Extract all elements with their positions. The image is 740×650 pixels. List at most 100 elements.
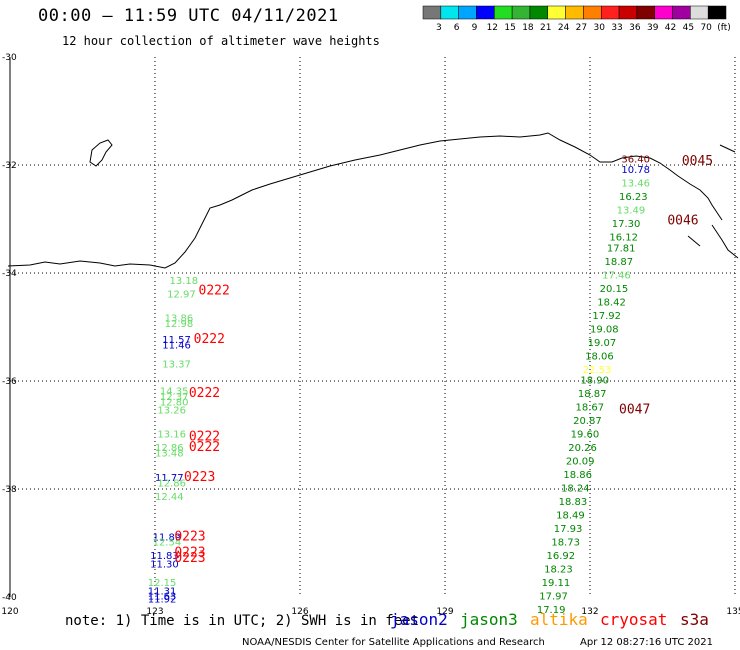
lat-tick-label: -36 <box>2 377 17 387</box>
colorbar-label: 27 <box>576 23 587 33</box>
colorbar-label: 70 <box>700 23 712 33</box>
pass-time-label: 0222 <box>189 386 220 401</box>
colorbar-legend: 3 6 9 12 15 18 21 24 27 30 33 36 39 42 45 70 (ft) <box>422 5 731 33</box>
wave-height-value: 18.86 <box>563 470 592 481</box>
colorbar-swatch <box>422 5 442 20</box>
wave-height-value: 16.92 <box>547 551 576 562</box>
colorbar-swatch <box>672 5 691 20</box>
pass-time-label: 0223 <box>174 546 205 561</box>
wave-height-value: 17.19 <box>537 605 566 616</box>
colorbar-swatch <box>618 5 638 20</box>
colorbar-label: 45 <box>683 23 694 33</box>
colorbar-label: 21 <box>540 23 551 33</box>
wave-height-value: 18.06 <box>585 351 614 362</box>
wave-height-value: 11.46 <box>162 341 191 352</box>
coastline <box>7 132 723 269</box>
lon-tick-label: 120 <box>1 607 18 617</box>
pass-time-label: 0045 <box>682 154 713 169</box>
wave-height-value: 13.16 <box>157 430 186 441</box>
colorbar-swatch <box>476 5 495 20</box>
wave-height-value: 13.49 <box>617 206 646 217</box>
pass-time-label: 0222 <box>199 284 230 299</box>
wave-height-value: 10.78 <box>621 165 650 176</box>
page-subtitle: 12 hour collection of altimeter wave hei… <box>62 34 380 48</box>
colorbar-label: 24 <box>558 23 570 33</box>
colorbar-label: 30 <box>594 23 606 33</box>
legend-jason2: jason2 <box>390 610 448 629</box>
wave-height-value: 12.98 <box>165 319 194 330</box>
wave-height-value: 20.26 <box>568 443 597 454</box>
colorbar-label: 3 <box>436 23 442 33</box>
lon-tick-label: 126 <box>291 607 308 617</box>
legend-jason3: jason3 <box>460 610 518 629</box>
wave-height-value: 13.37 <box>162 360 191 371</box>
colorbar-label: 33 <box>611 23 622 33</box>
lat-tick-label: -30 <box>2 53 17 63</box>
wave-height-value: 11.31 <box>148 586 177 597</box>
wave-height-value: 17.97 <box>539 592 568 603</box>
wave-height-value: 11.89 <box>153 532 182 543</box>
pass-time-label: 0223 <box>174 551 205 566</box>
wave-height-value: 12.86 <box>155 443 184 454</box>
colorbar-swatch <box>511 5 531 20</box>
wave-height-value: 18.87 <box>578 389 607 400</box>
wave-height-value: 13.26 <box>157 405 186 416</box>
colorbar-label: 39 <box>647 23 659 33</box>
lon-tick-label: 132 <box>581 607 598 617</box>
lat-tick-label: -34 <box>2 269 17 279</box>
wave-height-value: 11.77 <box>155 473 184 484</box>
wave-height-value: 12.44 <box>155 492 184 503</box>
lat-tick-label: -38 <box>2 485 17 495</box>
wave-height-value: 18.24 <box>561 484 590 495</box>
wave-height-value: 18.90 <box>580 376 609 387</box>
wave-height-value: 18.83 <box>559 497 588 508</box>
wave-height-value: 12.54 <box>153 538 182 549</box>
wave-height-value: 17.30 <box>612 219 641 230</box>
colorbar-swatch <box>547 5 566 20</box>
wave-height-value: 20.09 <box>566 457 595 468</box>
wave-height-value: 17.92 <box>592 311 621 322</box>
colorbar-label: 9 <box>472 23 478 33</box>
graticule-grid: 120 123 126 129 132 135 -30 -32 -34 -36 -38 -40 <box>1 53 740 617</box>
colorbar-label: 6 <box>454 23 460 33</box>
colorbar-swatch <box>583 5 602 20</box>
wave-height-value: 18.87 <box>605 257 634 268</box>
colorbar-swatch <box>636 5 655 20</box>
wave-height-value: 13.48 <box>155 449 184 460</box>
wave-height-value: 11.57 <box>162 335 191 346</box>
island-coastline <box>89 139 113 167</box>
lon-tick-label: 129 <box>436 607 453 617</box>
colorbar-label: 12 <box>487 23 498 33</box>
wave-height-value: 12.15 <box>148 578 177 589</box>
colorbar-swatch <box>600 5 620 20</box>
wave-height-value: 11.92 <box>148 594 177 605</box>
wave-height-value: 19.11 <box>542 578 571 589</box>
colorbar-label: (ft) <box>717 23 731 33</box>
legend-altika: altika <box>530 610 588 629</box>
colorbar-swatch <box>440 5 459 20</box>
wave-height-value: 18.49 <box>556 511 585 522</box>
wave-height-value: 11.83 <box>150 551 179 562</box>
wave-height-value: 17.93 <box>554 524 583 535</box>
wave-height-value: 20.15 <box>600 284 629 295</box>
pass-time-label: 0222 <box>189 429 220 444</box>
footer-credit: NOAA/NESDIS Center for Satellite Applica… <box>242 637 545 648</box>
wave-height-value: 11.30 <box>150 559 179 570</box>
wave-height-value: 13.18 <box>170 276 199 287</box>
gulf-coastline <box>687 144 739 259</box>
wave-height-value: 18.23 <box>544 565 573 576</box>
wave-height-value: 18.73 <box>551 538 580 549</box>
pass-time-label: 0223 <box>174 529 205 544</box>
pass-time-label: 0222 <box>194 332 225 347</box>
colorbar-label: 18 <box>522 23 534 33</box>
bottom-legend: note: 1) Time is in UTC; 2) SWH is in fe… <box>65 610 713 648</box>
wave-height-value: 11.63 <box>148 592 177 603</box>
colorbar-swatch <box>654 5 673 20</box>
page-title: 00:00 – 11:59 UTC 04/11/2021 <box>38 6 339 26</box>
wave-height-value: 12.86 <box>157 478 186 489</box>
wave-height-value: 18.67 <box>576 403 605 414</box>
wave-height-value: 19.60 <box>571 430 600 441</box>
pass-time-label: 0223 <box>184 470 215 485</box>
wave-height-value: 19.07 <box>588 338 617 349</box>
colorbar-swatch <box>458 5 477 20</box>
